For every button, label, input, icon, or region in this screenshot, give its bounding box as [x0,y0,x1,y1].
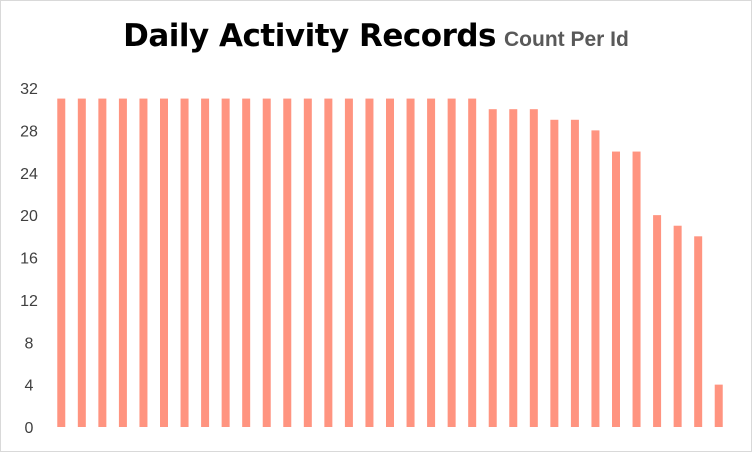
chart-title: Daily Activity Records [123,18,497,54]
bar [386,98,394,427]
bar [550,119,559,427]
bar [653,215,662,428]
bar [57,98,66,427]
bar [529,109,538,427]
bar [488,109,497,427]
bar [201,98,210,427]
bar [160,98,168,427]
bar [673,225,682,427]
bar [139,98,148,427]
y-tick-label: 12 [20,293,38,310]
y-tick-label: 20 [20,208,38,225]
bar [180,98,189,427]
y-tick-label: 8 [25,335,34,352]
bar [632,151,641,427]
bar [118,98,127,427]
y-tick-label: 24 [20,166,38,183]
bar [714,384,723,428]
y-axis: 0 4 8 12 16 20 24 28 32 [20,81,38,437]
bar [612,151,620,427]
bar [324,98,333,427]
bar [406,98,415,427]
bar-series [57,98,723,428]
bar [221,98,230,427]
y-tick-label: 32 [20,81,38,98]
bar [262,98,271,427]
bar [447,98,456,427]
chart-title-area: Daily Activity Records Count Per Id [0,18,752,54]
y-tick-label: 28 [20,123,38,140]
bar [77,98,86,427]
y-tick-label: 0 [25,420,34,437]
bar [283,98,292,427]
bar [570,119,579,427]
bar [427,98,436,427]
bar [591,130,600,428]
chart-subtitle: Count Per Id [504,28,629,51]
bar [98,98,107,427]
bar [468,98,477,427]
bar [303,98,312,427]
bar [509,109,518,427]
y-tick-label: 16 [20,251,38,268]
y-tick-label: 4 [25,378,34,395]
bar [694,236,703,427]
bar [242,98,251,427]
bar [344,98,353,427]
bar [365,98,374,427]
